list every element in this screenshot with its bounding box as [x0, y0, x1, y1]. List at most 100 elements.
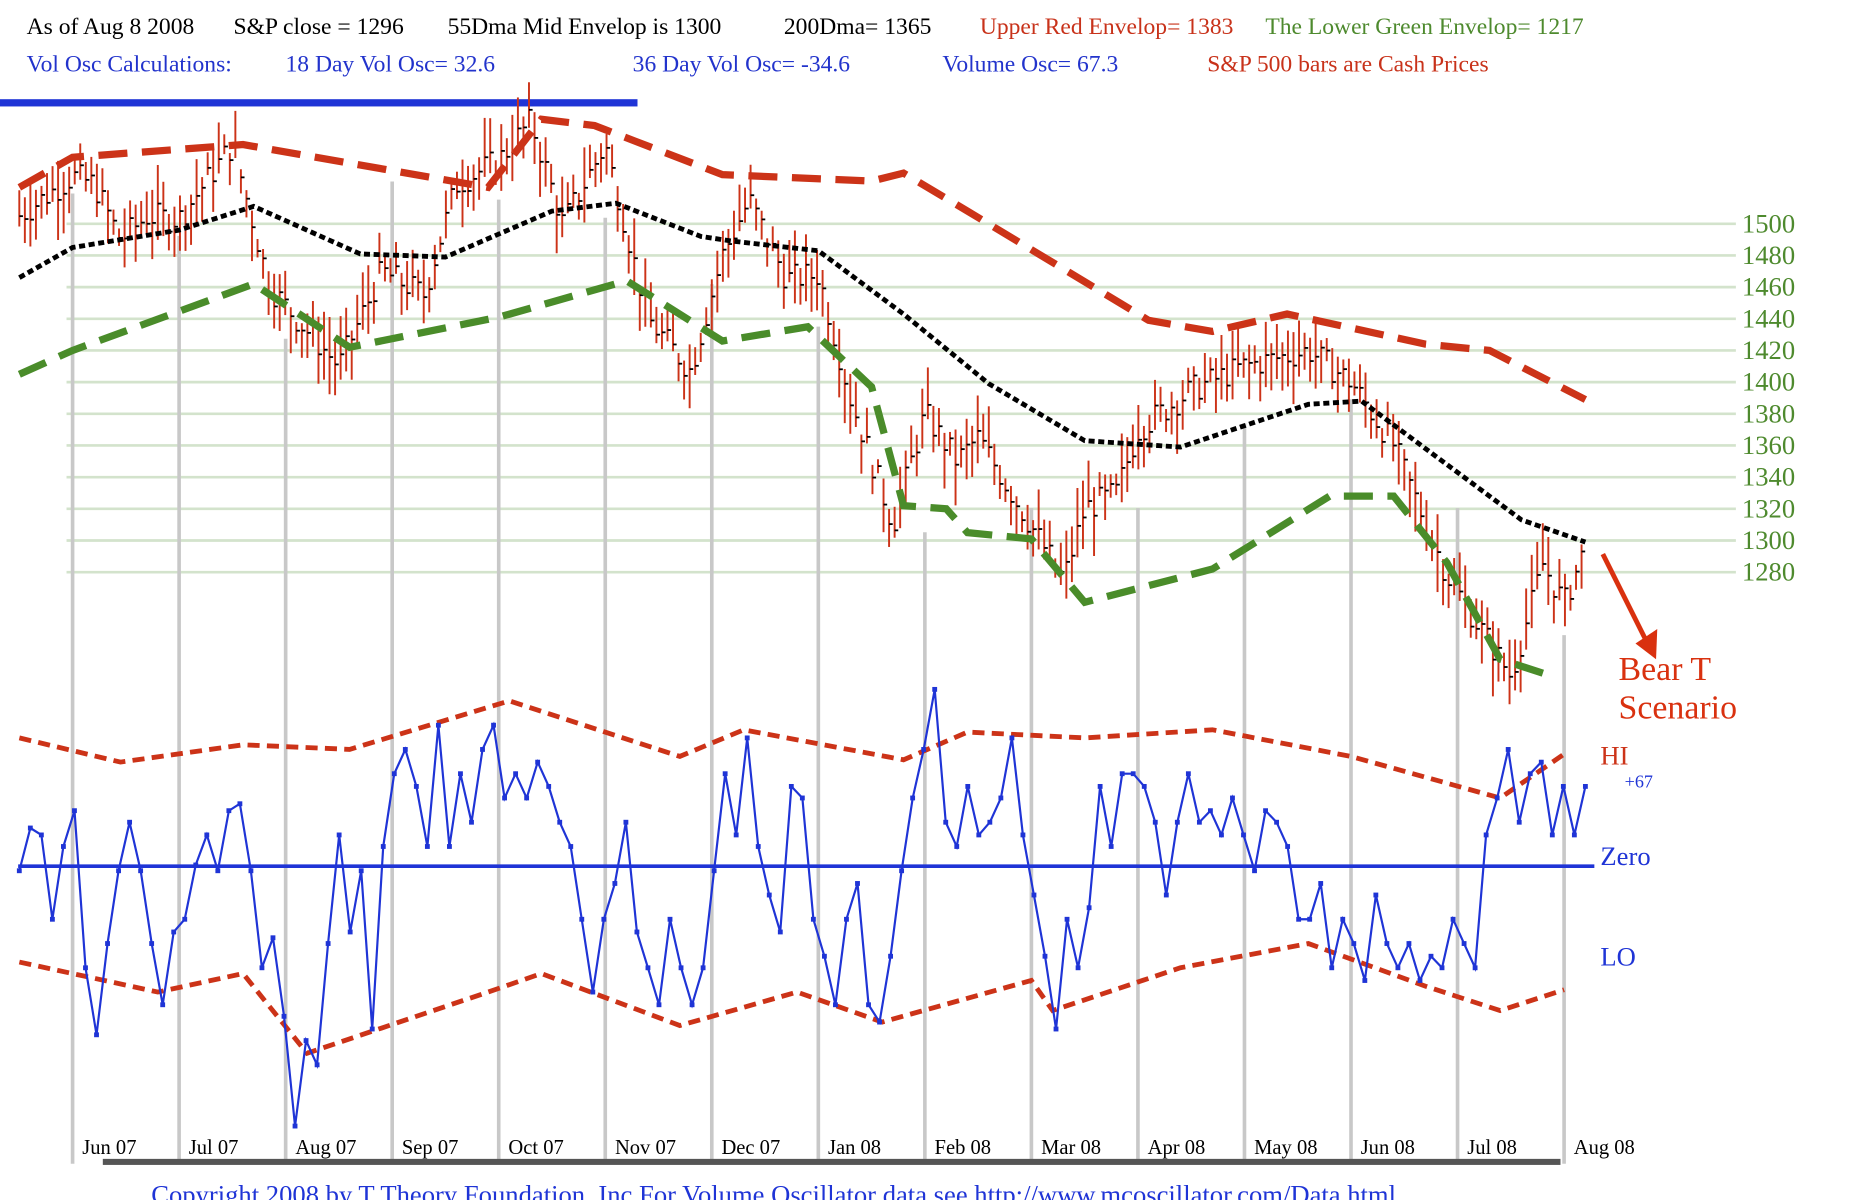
oscillator-point	[1384, 941, 1390, 946]
oscillator-point	[1075, 965, 1081, 971]
oscillator-point	[1494, 795, 1500, 801]
oscillator-point	[1318, 881, 1324, 886]
osc18-value: 18 Day Vol Osc= 32.6	[285, 51, 495, 77]
oscillator-point	[237, 801, 243, 807]
oscillator-point	[72, 808, 77, 814]
oscillator-point	[1450, 916, 1456, 922]
oscillator-point	[1185, 771, 1191, 777]
time-axis-bar	[102, 1158, 1561, 1165]
price-tick-label: 1460	[1742, 272, 1795, 302]
oscillator-point	[259, 965, 265, 971]
oscillator-point	[1560, 783, 1566, 789]
oscillator-point	[138, 868, 144, 874]
oscillator-point	[612, 881, 618, 886]
oscillator-point	[1097, 783, 1103, 789]
oscillator-point	[1020, 832, 1026, 838]
lower-green-envelope	[17, 276, 1555, 681]
oscillator-panel	[16, 686, 1595, 1129]
month-tick-label: Sep 07	[402, 1137, 459, 1159]
price-bars	[18, 82, 1586, 705]
envelope-lines	[17, 115, 1588, 681]
oscillator-point	[1461, 941, 1467, 946]
oscillator-point	[976, 832, 982, 838]
oscillator-point	[116, 868, 121, 874]
oscillator-point	[810, 916, 816, 922]
oscillator-point	[689, 1002, 695, 1008]
oscillator-point	[325, 941, 331, 946]
price-tick-label: 1280	[1742, 557, 1795, 587]
oscillator-point	[700, 965, 706, 971]
oscillator-point	[380, 844, 386, 849]
oscillator-point	[777, 929, 783, 935]
price-tick-label: 1420	[1742, 335, 1795, 365]
oscillator-point	[1351, 941, 1357, 946]
oscillator-point	[954, 844, 960, 849]
hi-label: HI	[1600, 741, 1628, 771]
price-tick-label: 1360	[1742, 430, 1795, 460]
oscillator-point	[391, 771, 397, 777]
month-tick-label: Aug 08	[1574, 1137, 1635, 1159]
oscillator-point	[458, 771, 463, 777]
oscillator-point	[402, 747, 408, 752]
price-gridlines	[66, 222, 1736, 574]
oscillator-point	[921, 747, 927, 752]
month-tick-label: Apr 08	[1148, 1137, 1206, 1159]
oscillator-point	[535, 759, 541, 765]
price-tick-label: 1440	[1742, 303, 1795, 333]
price-tick-label: 1300	[1742, 525, 1795, 555]
oscillator-point	[678, 965, 684, 971]
oscillator-point	[1307, 916, 1313, 922]
oscillator-point	[1252, 868, 1257, 874]
upper-envelope-value: Upper Red Envelop= 1383	[980, 14, 1234, 40]
oscillator-point	[447, 844, 452, 849]
month-labels: Jun 07 Jul 07 Aug 07 Sep 07 Oct 07 Nov 07 Dec …	[82, 1137, 1635, 1159]
copyright-footer: Copyright 2008 by T Theory Foundation, I…	[151, 1180, 1396, 1200]
oscillator-point	[877, 1019, 882, 1025]
month-tick-label: May 08	[1254, 1137, 1317, 1159]
oscillator-point	[965, 783, 971, 789]
oscillator-point	[1174, 819, 1180, 825]
oscillator-point	[601, 916, 607, 922]
oscillator-point	[160, 1002, 166, 1008]
month-tick-label: Mar 08	[1041, 1137, 1101, 1159]
month-tick-label: Jan 08	[828, 1137, 881, 1159]
price-axis-labels: 1500148014601440142014001380136013401320…	[1742, 208, 1795, 586]
oscillator-point	[1472, 965, 1478, 971]
oscillator-point	[171, 929, 177, 935]
cash-prices-note: S&P 500 bars are Cash Prices	[1207, 51, 1488, 77]
month-tick-label: Jun 08	[1361, 1137, 1415, 1159]
hi-band-line	[18, 698, 1566, 801]
oscillator-point	[1130, 771, 1136, 777]
oscillator-point	[987, 819, 993, 825]
oscillator-point	[1296, 916, 1302, 922]
oscillator-point	[888, 953, 894, 959]
price-tick-label: 1500	[1742, 208, 1795, 238]
oscillator-point	[16, 868, 22, 874]
lo-label: LO	[1600, 941, 1635, 971]
bear-arrow-shaft	[1600, 552, 1648, 640]
oscillator-point	[1141, 783, 1147, 789]
oscillator-point	[1571, 832, 1577, 838]
oscillator-point	[932, 686, 938, 692]
oscillator-point	[1152, 819, 1158, 825]
month-tick-label: Aug 07	[295, 1137, 356, 1159]
oscillator-point	[1582, 783, 1588, 789]
oscillator-point	[766, 892, 772, 898]
oscillator-point	[1285, 844, 1291, 849]
oscillator-point	[1219, 832, 1224, 838]
dma200-value: 200Dma= 1365	[784, 14, 932, 40]
oscillator-point	[303, 1038, 309, 1043]
oscillator-point	[1516, 819, 1522, 825]
oscillator-point	[1395, 965, 1401, 971]
oscillator-point	[1274, 819, 1280, 825]
bear-t-label: Bear T	[1619, 651, 1712, 688]
oscillator-point	[226, 808, 232, 814]
header: As of Aug 8 2008 S&P close = 1296 55Dma …	[27, 14, 1584, 78]
oscillator-point	[215, 868, 221, 874]
oscillator-point	[799, 795, 805, 801]
oscillator-point	[755, 844, 761, 849]
oscillator-point	[722, 771, 728, 777]
oscillator-point	[711, 868, 717, 874]
oscillator-point	[844, 916, 849, 922]
oscillator-point	[998, 795, 1004, 801]
